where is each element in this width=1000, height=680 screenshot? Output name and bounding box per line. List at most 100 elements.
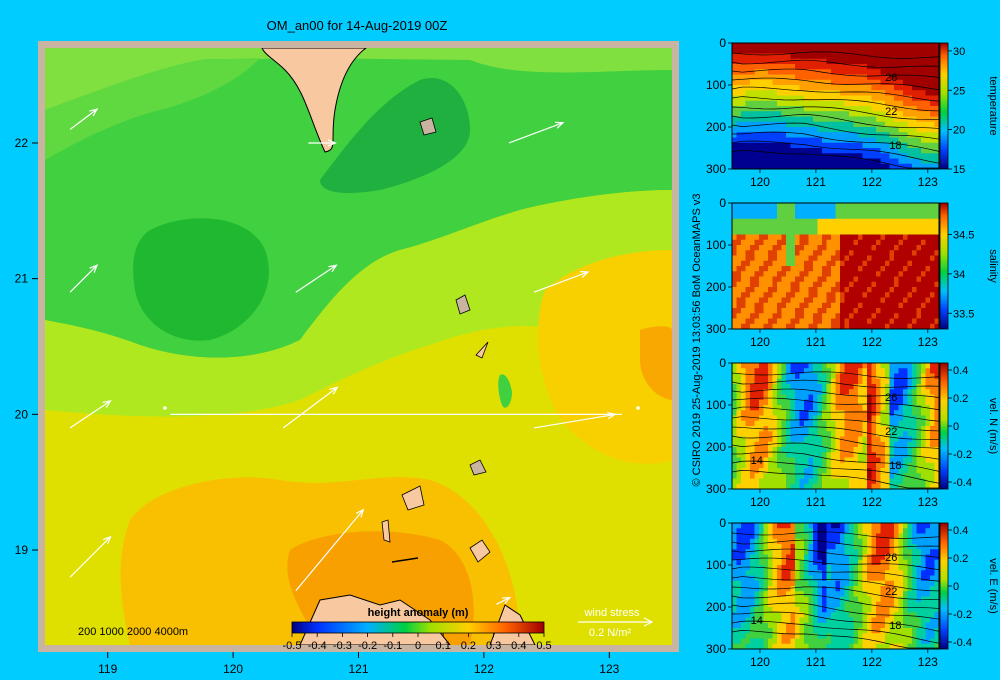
section-x-tick-label: 122 <box>862 175 882 189</box>
colorbar-tick-label: -0.5 <box>283 640 302 652</box>
section-colorbar-tick: 34 <box>953 269 965 281</box>
section-y-tick-label: 200 <box>706 440 726 454</box>
colorbar-tick-label: -0.2 <box>358 640 377 652</box>
section-panel-vel: 26 22 18 14 0 100 200 300 120 121 122 123 0.4 0.2 0 -0.… <box>706 356 999 509</box>
wind-stress-label: wind stress <box>583 607 640 619</box>
wind-arrow <box>282 386 339 429</box>
section-panel-salinity: 0 100 200 300 120 121 122 123 34.5 34 33.5 salinity <box>706 196 999 349</box>
section-x-tick-label: 122 <box>862 655 882 669</box>
wind-arrow <box>69 108 99 130</box>
section-y-tick-label: 100 <box>706 398 726 412</box>
contour-label: 22 <box>885 106 897 118</box>
map-x-tick-label: 121 <box>348 662 368 676</box>
section-colorbar-tick: 0.4 <box>953 365 968 377</box>
wind-arrow <box>69 264 99 293</box>
wind-arrow <box>295 264 338 293</box>
section-y-tick-label: 0 <box>719 516 726 530</box>
section-x-tick-label: 123 <box>918 495 938 509</box>
map-y-tick-label: 20 <box>15 407 29 421</box>
section-colorbar-tick: 15 <box>953 164 965 176</box>
wind-arrow <box>69 400 112 429</box>
section-colorbar-tick: -0.2 <box>953 449 972 461</box>
section-x-tick-label: 120 <box>750 175 770 189</box>
section-variable-label: salinity <box>987 249 999 283</box>
wind-arrow <box>69 535 112 578</box>
section-colorbar-tick: 33.5 <box>953 308 974 320</box>
section-y-tick-label: 200 <box>706 120 726 134</box>
wind-arrows <box>69 108 617 605</box>
map-y-tick-label: 22 <box>15 136 29 150</box>
colorbar-title: height anomaly (m) <box>368 607 469 619</box>
section-colorbar <box>939 202 949 330</box>
section-panel-temperature: 26 22 18 0 100 200 300 120 121 122 123 30 25 20 15 temp… <box>706 36 999 189</box>
section-colorbar <box>939 42 949 170</box>
contour-label: 14 <box>751 615 763 627</box>
section-x-tick-label: 123 <box>918 335 938 349</box>
colorbar-tick-label: 0.4 <box>511 640 526 652</box>
contour-label: 22 <box>885 586 897 598</box>
section-variable-label: vel. E (m/s) <box>987 558 999 614</box>
section-panels: 26 22 18 0 100 200 300 120 121 122 123 30 25 20 15 temp… <box>706 36 999 669</box>
section-x-tick-label: 122 <box>862 495 882 509</box>
section-x-tick-label: 121 <box>806 495 826 509</box>
section-y-tick-label: 100 <box>706 238 726 252</box>
section-colorbar-tick: 0 <box>953 581 959 593</box>
contour-label: 26 <box>885 552 897 564</box>
section-panel-vel: 26 22 18 14 0 100 200 300 120 121 122 123 0.4 0.2 0 -0.… <box>706 516 999 669</box>
section-x-tick-label: 120 <box>750 335 770 349</box>
section-y-tick-label: 300 <box>706 162 726 176</box>
map-x-tick-label: 119 <box>98 662 117 676</box>
section-y-tick-label: 100 <box>706 78 726 92</box>
colorbar-ticks: -0.5 -0.4 -0.3 -0.2 -0.1 0 0.1 0.2 0.3 0.4 0.5 <box>283 633 552 652</box>
colorbar-tick-label: 0.2 <box>461 640 476 652</box>
section-x-tick-label: 120 <box>750 495 770 509</box>
map-y-tick-label: 21 <box>15 272 29 286</box>
map-x-tick-label: 120 <box>223 662 243 676</box>
section-y-tick-label: 100 <box>706 558 726 572</box>
section-colorbar-tick: -0.4 <box>953 637 972 649</box>
map-x-tick-label: 122 <box>474 662 494 676</box>
map-x-tick-label: 123 <box>599 662 619 676</box>
section-y-tick-label: 0 <box>719 36 726 50</box>
section-x-tick-label: 121 <box>806 335 826 349</box>
contour-label: 14 <box>751 455 763 467</box>
colorbar-tick-label: 0.5 <box>536 640 551 652</box>
section-colorbar-tick: 30 <box>953 46 965 58</box>
map-y-ticks: 22 21 20 19 <box>15 136 38 557</box>
contour-label: 18 <box>889 460 901 472</box>
wind-stress-scale: 0.2 N/m² <box>589 627 632 639</box>
section-variable-label: vel. N (m/s) <box>987 398 999 454</box>
section-y-tick-label: 300 <box>706 482 726 496</box>
contour-label: 18 <box>889 140 901 152</box>
section-y-tick-label: 300 <box>706 642 726 656</box>
wind-arrow <box>533 411 617 429</box>
section-y-tick-label: 0 <box>719 356 726 370</box>
wind-arrow <box>508 121 565 144</box>
contour-label: 18 <box>889 620 901 632</box>
section-colorbar-tick: -0.4 <box>953 477 972 489</box>
colorbar-tick-label: -0.3 <box>333 640 352 652</box>
section-y-tick-label: 200 <box>706 280 726 294</box>
wind-arrow <box>496 596 512 605</box>
contour-label: 22 <box>885 426 897 438</box>
section-x-tick-label: 121 <box>806 175 826 189</box>
credit-text: © CSIRO 2019 25-Aug-2019 13:03:56 BoM Oc… <box>691 193 703 486</box>
depth-legend: 200 1000 2000 4000m <box>78 626 188 638</box>
section-x-tick-label: 121 <box>806 655 826 669</box>
contour-label: 26 <box>885 72 897 84</box>
colorbar-tick-label: 0.1 <box>436 640 451 652</box>
section-colorbar-tick: 0.2 <box>953 393 968 405</box>
wind-arrow <box>308 139 337 147</box>
section-x-tick-label: 120 <box>750 655 770 669</box>
section-colorbar-tick: 20 <box>953 125 965 137</box>
section-colorbar-tick: 25 <box>953 85 965 97</box>
section-colorbar <box>939 522 949 650</box>
colorbar-tick-label: 0.3 <box>486 640 501 652</box>
colorbar-tick-label: -0.1 <box>383 640 402 652</box>
map-x-ticks: 119 120 121 122 123 <box>98 652 620 676</box>
contour-label: 26 <box>885 392 897 404</box>
section-colorbar <box>939 362 949 490</box>
height-colorbar <box>291 621 545 634</box>
section-variable-label: temperature <box>987 76 999 135</box>
